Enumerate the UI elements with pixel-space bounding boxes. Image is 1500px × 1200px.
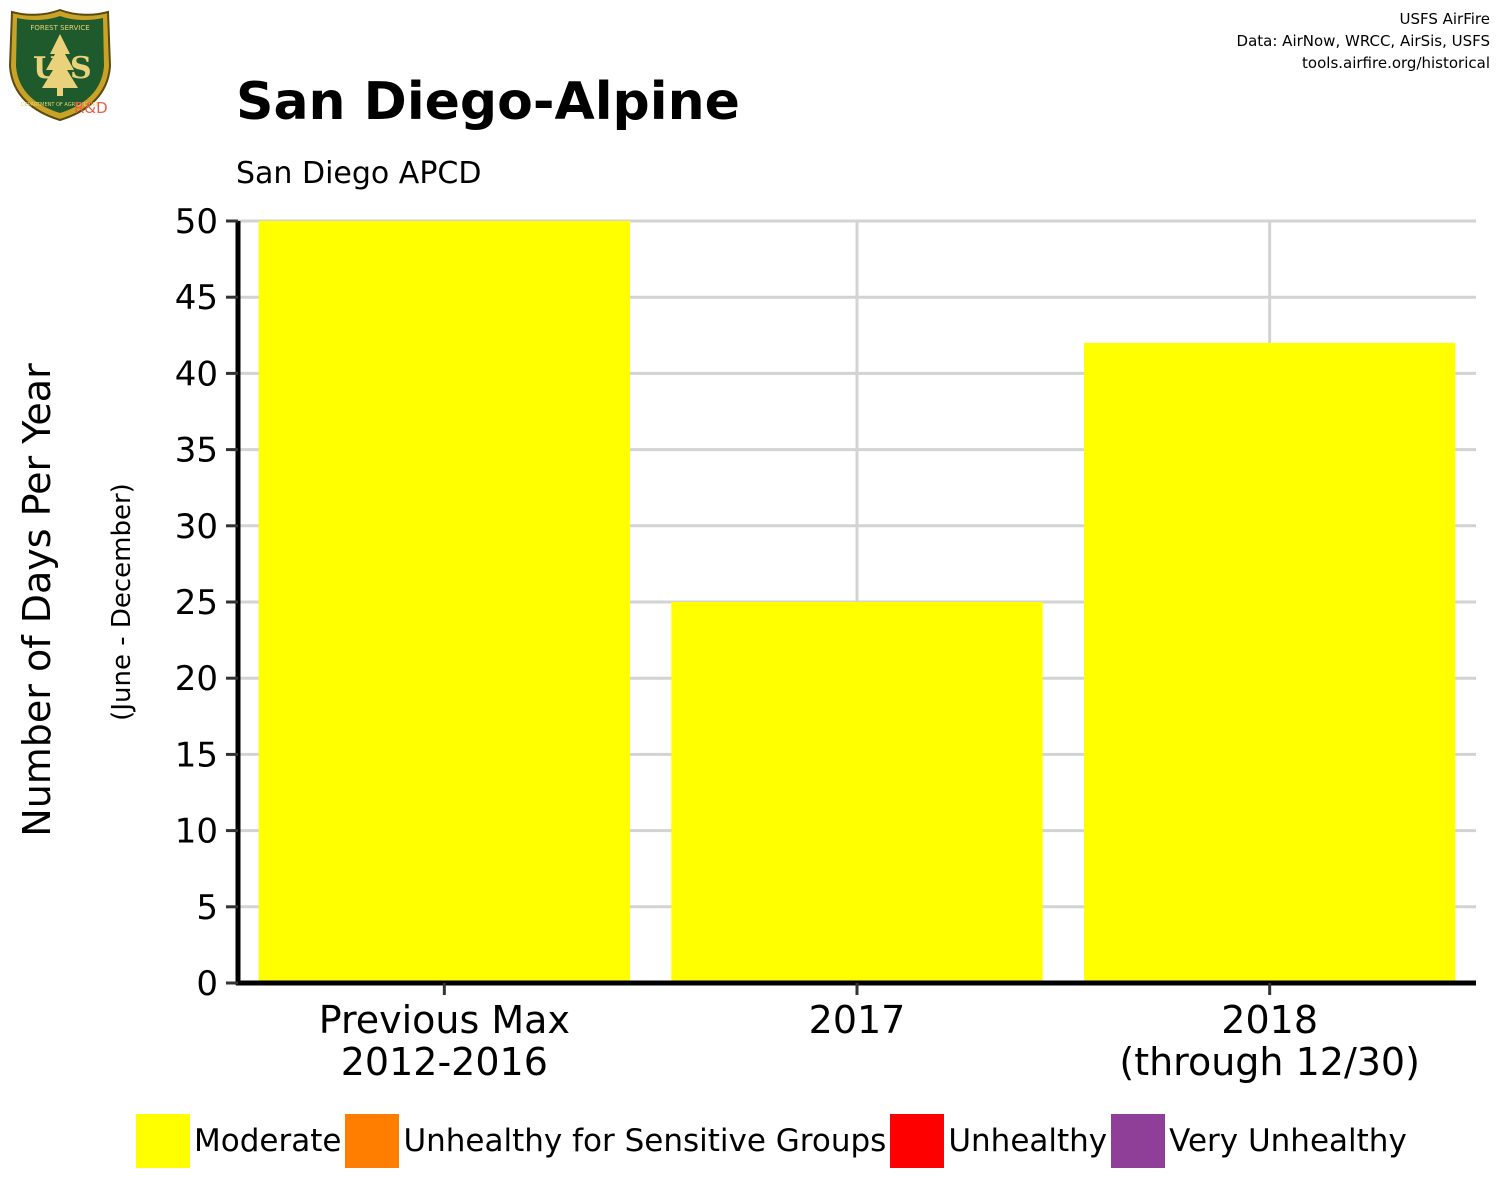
bar [258, 221, 631, 983]
legend-swatch [136, 1114, 190, 1168]
legend-label: Moderate [194, 1123, 342, 1159]
svg-text:S: S [70, 51, 92, 86]
y-tick-label: 0 [196, 964, 218, 1004]
credit-line-2: Data: AirNow, WRCC, AirSis, USFS [1236, 32, 1490, 50]
usfs-shield-icon: U S FOREST SERVICE DEPARTMENT OF AGRICUL… [8, 8, 112, 122]
x-tick-label-line: 2018 [1221, 998, 1318, 1042]
credit-line-1: USFS AirFire [1399, 10, 1490, 28]
bar [671, 602, 1043, 983]
y-tick-label: 10 [175, 812, 218, 852]
legend-item: Unhealthy [890, 1114, 1107, 1168]
y-tick-label: 35 [175, 431, 218, 471]
y-tick-label: 20 [175, 659, 218, 699]
chart-title: San Diego-Alpine [236, 72, 740, 132]
x-tick-label: 2018 (through 12/30) [1119, 998, 1420, 1084]
y-tick-label: 50 [175, 202, 218, 242]
legend: Moderate Unhealthy for Sensitive Groups Un… [136, 1114, 1411, 1168]
bar [1083, 342, 1456, 983]
legend-swatch [890, 1114, 945, 1168]
x-tick-label-line: (through 12/30) [1119, 1040, 1420, 1084]
legend-item: Moderate [136, 1114, 341, 1168]
x-tick-label-line: 2012-2016 [341, 1040, 548, 1084]
x-tick-label: Previous Max 2012-2016 [319, 998, 570, 1084]
legend-item: Very Unhealthy [1111, 1114, 1407, 1168]
logo-bottom-text: DEPARTMENT OF AGRICULTURE [21, 102, 99, 108]
y-tick-label: 45 [175, 278, 218, 318]
legend-label: Unhealthy [948, 1123, 1108, 1159]
y-tick-label: 25 [175, 583, 218, 623]
legend-swatch [345, 1114, 400, 1168]
y-tick-label: 15 [175, 735, 218, 775]
y-tick-label: 5 [196, 888, 218, 928]
credit-line-3: tools.airfire.org/historical [1302, 54, 1490, 72]
logo-top-text: FOREST SERVICE [30, 24, 89, 32]
x-tick-label-line: Previous Max [319, 998, 570, 1042]
y-tick-label: 40 [175, 354, 218, 394]
chart-subtitle: San Diego APCD [236, 156, 482, 191]
y-tick-label: 30 [175, 507, 218, 547]
legend-label: Very Unhealthy [1169, 1123, 1407, 1159]
x-tick-label-line: 2017 [809, 998, 906, 1042]
svg-text:U: U [33, 51, 59, 86]
legend-swatch [1111, 1114, 1166, 1168]
legend-label: Unhealthy for Sensitive Groups [403, 1123, 887, 1159]
legend-item: Unhealthy for Sensitive Groups [345, 1114, 886, 1168]
logo-rd-label: R&D [74, 99, 108, 117]
x-tick-label: 2017 [809, 998, 906, 1042]
